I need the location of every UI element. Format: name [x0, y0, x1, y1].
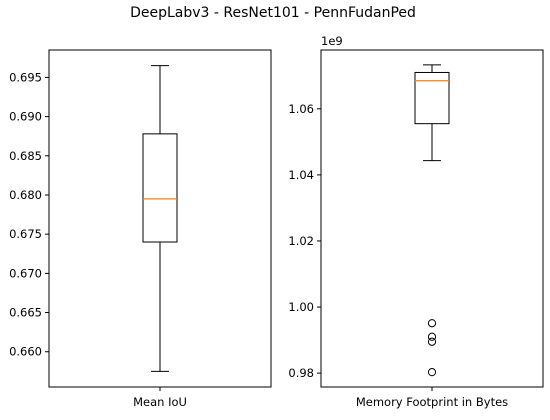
outlier-point: [427, 319, 437, 328]
y-tick-label: 0.695: [9, 70, 42, 84]
axes-frame: [320, 49, 544, 388]
y-tick-label: 0.670: [9, 266, 42, 280]
y-tick-label: 0.685: [9, 149, 42, 163]
axis-offset-label: 1e9: [321, 34, 343, 48]
outlier-point: [427, 332, 437, 341]
subplot-2: 0.98 1.00 1.02 1.04 1.06 1e9 Memory Footprint …: [288, 34, 544, 409]
outlier-point: [427, 368, 437, 377]
y-tick-label: 0.660: [9, 345, 42, 359]
iqr-box: [414, 71, 450, 125]
y-tick-label: 0.675: [9, 227, 42, 241]
y-tick-label: 0.98: [288, 366, 314, 380]
y-tick-label: 1.06: [288, 102, 314, 116]
x-tick-label: Mean IoU: [133, 395, 187, 409]
y-tick-label: 1.00: [288, 300, 314, 314]
x-tick-label: Memory Footprint in Bytes: [356, 395, 508, 409]
y-tick-label: 1.04: [288, 168, 314, 182]
figure-title: DeepLabv3 - ResNet101 - PennFudanPed: [130, 5, 416, 21]
y-tick-label: 0.665: [9, 306, 42, 320]
y-tick-label: 0.690: [9, 110, 42, 124]
y-tick-label: 1.02: [288, 234, 314, 248]
iqr-box: [142, 133, 178, 243]
outlier-point: [427, 337, 437, 346]
subplot-1: 0.660 0.665 0.670 0.675 0.680 0.685 0.690 0.695…: [9, 49, 272, 409]
y-tick-label: 0.680: [9, 188, 42, 202]
